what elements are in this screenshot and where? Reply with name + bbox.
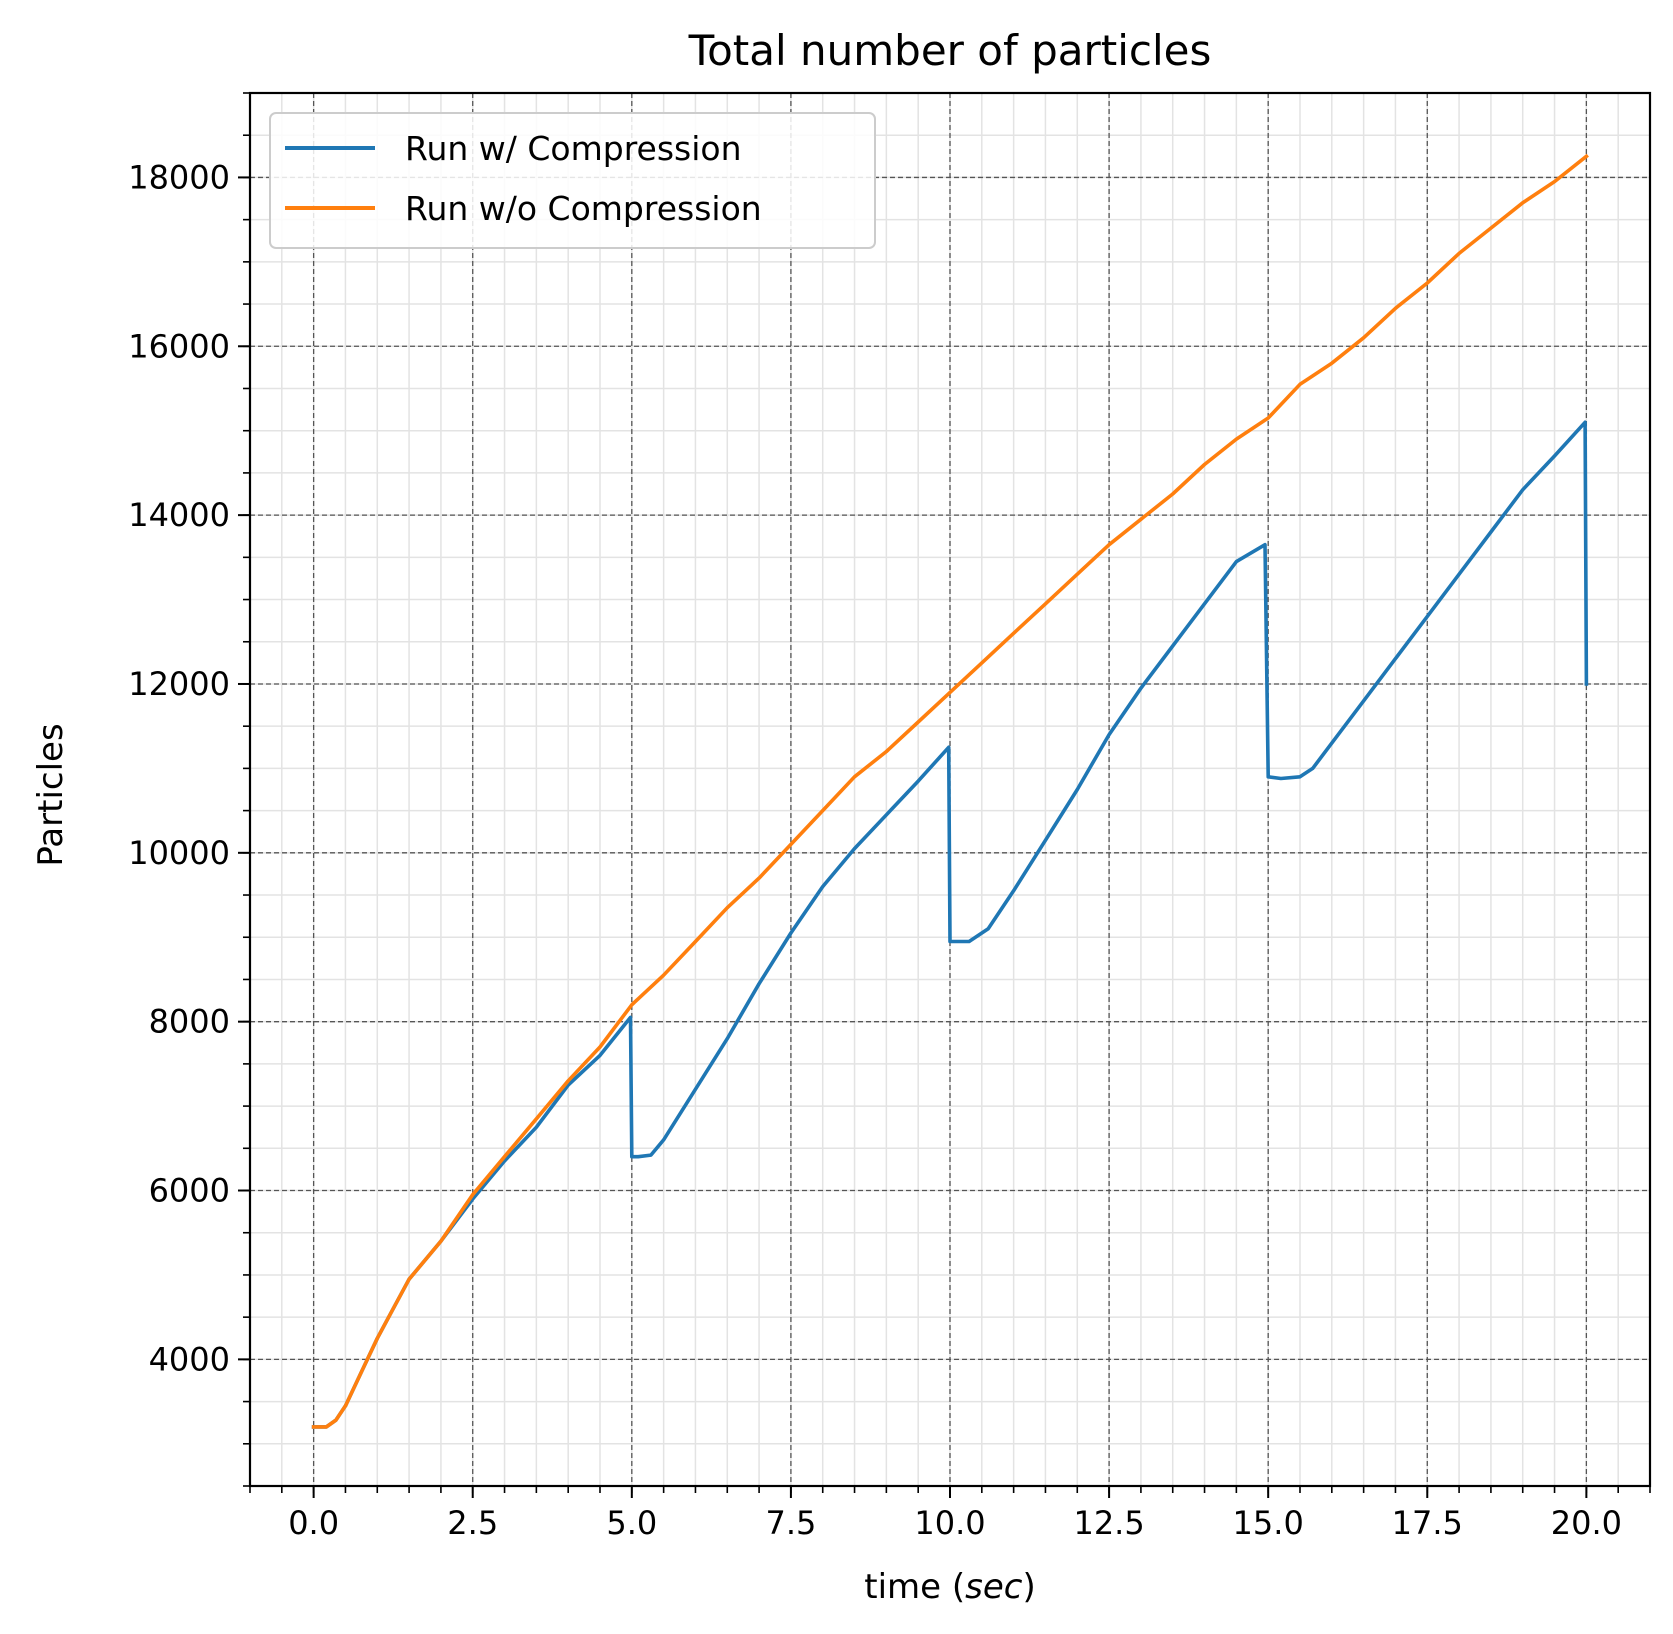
tick-labels: 0.0 2.5 5.0 7.5 10.0 12.5 15.0 17.5 20.0 4000 6000… (128, 158, 1622, 1542)
chart-title: Total number of particles (688, 26, 1212, 75)
y-axis-label: Particles (31, 723, 71, 866)
x-tick-label: 15.0 (1233, 1504, 1304, 1542)
x-tick-label: 5.0 (606, 1504, 657, 1542)
x-tick-label: 10.0 (914, 1504, 985, 1542)
x-tick-label: 17.5 (1392, 1504, 1463, 1542)
x-tick-label: 0.0 (288, 1504, 339, 1542)
series-layer (311, 153, 1589, 1429)
series-line-run-with-compression (311, 420, 1589, 1429)
y-tick-label: 16000 (128, 327, 230, 365)
y-tick-label: 8000 (149, 1003, 230, 1041)
y-tick-label: 10000 (128, 834, 230, 872)
y-tick-label: 4000 (149, 1340, 230, 1378)
axis-ticks (238, 92, 1651, 1498)
x-tick-label: 2.5 (447, 1504, 498, 1542)
y-tick-label: 6000 (149, 1172, 230, 1210)
x-tick-label: 12.5 (1073, 1504, 1144, 1542)
legend-box (269, 112, 876, 249)
legend-label-run-with-compression: Run w/ Compression (405, 129, 742, 168)
x-tick-label: 20.0 (1551, 1504, 1622, 1542)
legend-label-run-without-compression: Run w/o Compression (405, 189, 762, 228)
series-line-run-without-compression (311, 153, 1589, 1429)
x-tick-label: 7.5 (765, 1504, 816, 1542)
y-tick-label: 18000 (128, 158, 230, 196)
x-axis-label: time (sec) (864, 1567, 1035, 1607)
y-tick-label: 14000 (128, 496, 230, 534)
legend: Run w/ Compression Run w/o Compression (269, 112, 876, 249)
y-tick-label: 12000 (128, 665, 230, 703)
